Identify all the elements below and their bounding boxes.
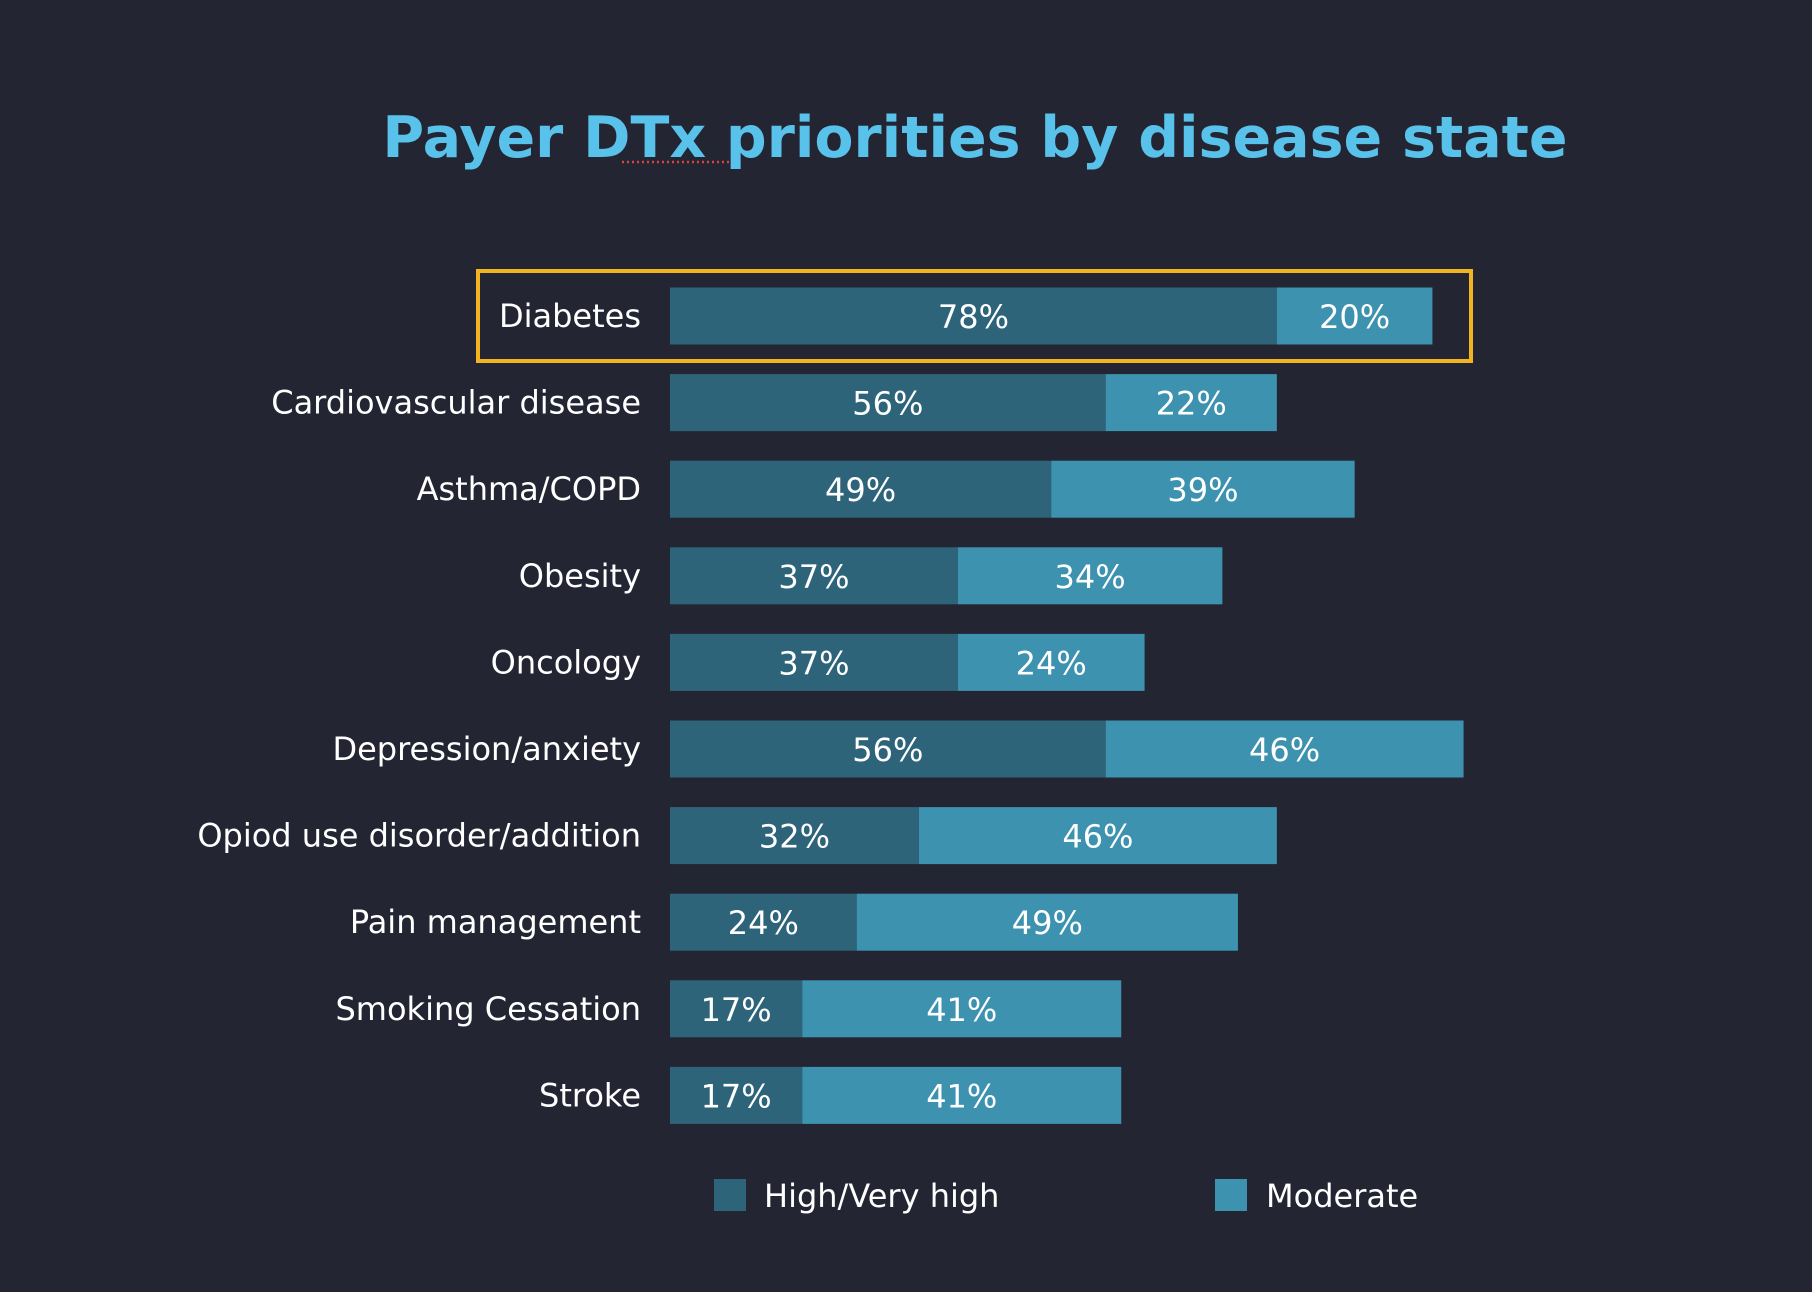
bar-high-oncology bbox=[670, 633, 958, 691]
data-label-moderate-oncology: 24% bbox=[1016, 644, 1087, 682]
category-label-oncology: Oncology bbox=[491, 643, 641, 681]
category-label-smoking-cessation: Smoking Cessation bbox=[335, 990, 641, 1028]
bar-high-cardiovascular-disease bbox=[670, 374, 1106, 432]
bar-moderate-asthma-copd bbox=[1051, 460, 1355, 518]
bar-high-asthma-copd bbox=[670, 460, 1052, 518]
data-label-high-pain-management: 24% bbox=[728, 904, 799, 942]
data-label-moderate-diabetes: 20% bbox=[1319, 298, 1390, 336]
category-label-opiod-use-disorder-addition: Opiod use disorder/addition bbox=[197, 817, 641, 855]
bar-moderate-cardiovascular-disease bbox=[1105, 374, 1277, 432]
category-label-stroke: Stroke bbox=[539, 1076, 641, 1114]
bar-high-opiod-use-disorder-addition bbox=[670, 807, 919, 865]
category-label-diabetes: Diabetes bbox=[499, 297, 641, 335]
data-label-high-asthma-copd: 49% bbox=[825, 471, 896, 509]
bar-moderate-oncology bbox=[957, 633, 1145, 691]
legend-label-moderate: Moderate bbox=[1266, 1177, 1418, 1215]
value-labels: 78% 20% 56% 22% 49% 39% 37% 34% 37% 24% 56% 46% 32% 4… bbox=[701, 298, 1391, 1115]
bar-moderate-pain-management bbox=[856, 893, 1238, 951]
data-label-moderate-opiod-use-disorder-addition: 46% bbox=[1062, 818, 1133, 856]
chart-title: Payer DTx priorities by disease state bbox=[382, 105, 1567, 171]
category-label-obesity: Obesity bbox=[519, 557, 641, 595]
category-labels: Diabetes Cardiovascular disease Asthma/COP… bbox=[197, 297, 641, 1114]
category-label-asthma-copd: Asthma/COPD bbox=[417, 470, 641, 508]
bar-high-depression-anxiety bbox=[670, 720, 1106, 778]
bar-moderate-obesity bbox=[957, 547, 1223, 605]
data-label-high-stroke: 17% bbox=[701, 1077, 772, 1115]
bar-high-stroke bbox=[670, 1066, 803, 1124]
data-label-moderate-smoking-cessation: 41% bbox=[926, 991, 997, 1029]
bar-high-diabetes bbox=[670, 287, 1277, 345]
bar-high-obesity bbox=[670, 547, 958, 605]
data-label-moderate-cardiovascular-disease: 22% bbox=[1156, 385, 1227, 423]
legend: High/Very high Moderate bbox=[714, 1177, 1418, 1215]
data-label-high-smoking-cessation: 17% bbox=[701, 991, 772, 1029]
bar-moderate-depression-anxiety bbox=[1105, 720, 1464, 778]
data-label-moderate-obesity: 34% bbox=[1055, 558, 1126, 596]
data-label-high-oncology: 37% bbox=[778, 644, 849, 682]
data-label-high-cardiovascular-disease: 56% bbox=[852, 385, 923, 423]
category-label-pain-management: Pain management bbox=[350, 903, 641, 941]
highlight-box bbox=[476, 269, 1473, 363]
category-label-depression-anxiety: Depression/anxiety bbox=[332, 730, 641, 768]
bar-moderate-diabetes bbox=[1276, 287, 1433, 345]
data-label-high-diabetes: 78% bbox=[938, 298, 1009, 336]
bar-high-smoking-cessation bbox=[670, 980, 803, 1038]
legend-swatch-high bbox=[714, 1179, 746, 1211]
category-label-cardiovascular-disease: Cardiovascular disease bbox=[271, 384, 641, 422]
data-label-moderate-stroke: 41% bbox=[926, 1077, 997, 1115]
bars-layer bbox=[670, 287, 1464, 1124]
data-label-moderate-depression-anxiety: 46% bbox=[1249, 731, 1320, 769]
data-label-moderate-asthma-copd: 39% bbox=[1167, 471, 1238, 509]
data-label-high-depression-anxiety: 56% bbox=[852, 731, 923, 769]
data-label-high-opiod-use-disorder-addition: 32% bbox=[759, 818, 830, 856]
bar-moderate-opiod-use-disorder-addition bbox=[918, 807, 1277, 865]
data-label-high-obesity: 37% bbox=[778, 558, 849, 596]
legend-label-high: High/Very high bbox=[764, 1177, 999, 1215]
bar-high-pain-management bbox=[670, 893, 857, 951]
legend-swatch-moderate bbox=[1215, 1179, 1247, 1211]
bar-moderate-smoking-cessation bbox=[802, 980, 1122, 1038]
data-label-moderate-pain-management: 49% bbox=[1012, 904, 1083, 942]
bar-moderate-stroke bbox=[802, 1066, 1122, 1124]
